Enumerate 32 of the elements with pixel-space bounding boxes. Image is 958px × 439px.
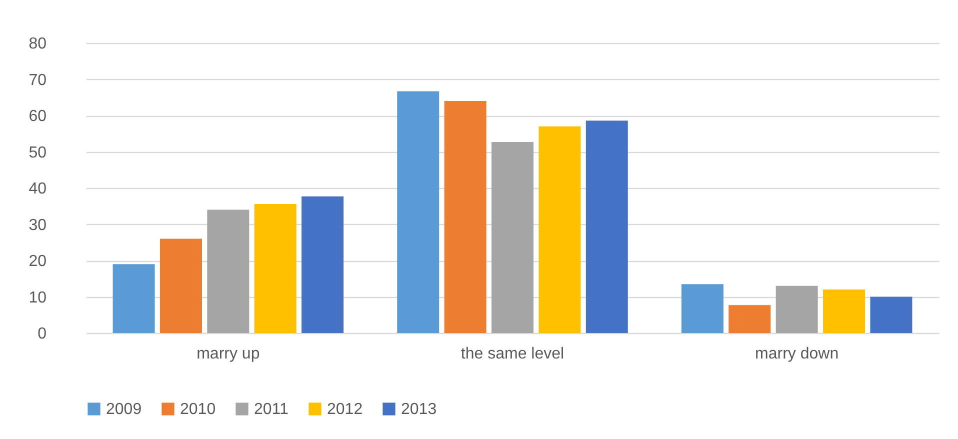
bar [870, 296, 912, 333]
bar [112, 264, 155, 333]
bar [254, 204, 296, 333]
bar [823, 290, 866, 333]
legend-label: 2009 [106, 401, 142, 418]
bar [397, 91, 440, 333]
bar [586, 120, 628, 333]
y-tick-label: 0 [38, 326, 47, 342]
y-tick-label: 40 [28, 180, 47, 198]
y-tick-label: 60 [28, 108, 47, 125]
y-tick-label: 50 [28, 144, 47, 162]
bar [776, 286, 818, 333]
legend-label: 2013 [401, 401, 437, 418]
bar [444, 101, 486, 333]
x-tick-label: marry up [196, 346, 260, 362]
x-tick-label: the same level [460, 346, 564, 362]
bar [538, 126, 581, 333]
bar [302, 196, 344, 333]
bar [492, 142, 534, 333]
y-tick-label: 20 [28, 253, 47, 270]
y-tick-label: 30 [28, 216, 47, 234]
bar [728, 305, 771, 333]
legend-label: 2011 [254, 401, 289, 418]
bar [160, 238, 202, 333]
bar [207, 210, 250, 333]
legend-label: 2010 [180, 401, 216, 418]
x-tick-label: marry down [755, 346, 839, 362]
y-tick-label: 70 [28, 72, 47, 89]
y-tick-label: 80 [28, 36, 47, 52]
bar [681, 284, 724, 333]
y-tick-label: 10 [28, 289, 47, 306]
legend-label: 2012 [327, 401, 363, 418]
